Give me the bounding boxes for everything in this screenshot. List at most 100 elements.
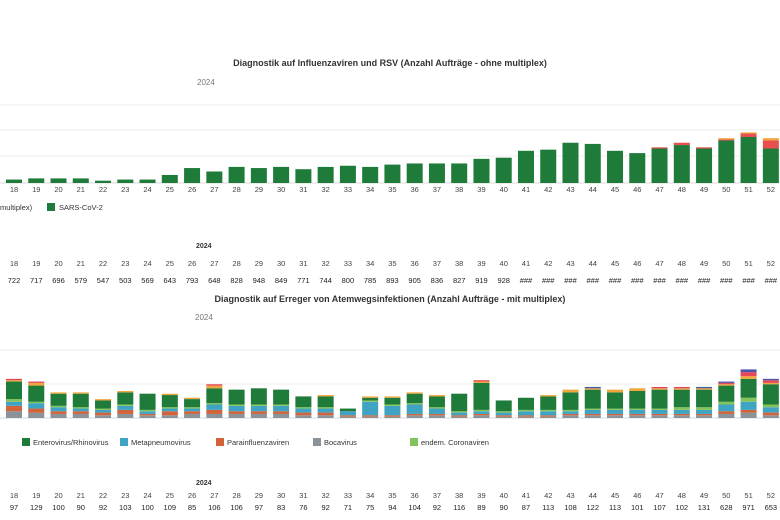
chart2-bar-segment <box>696 407 713 410</box>
chart1-bar-segment <box>562 142 579 183</box>
chart2-bar-segment <box>6 380 22 382</box>
chart2-bar-segment <box>206 403 223 405</box>
chart2-bar-segment <box>651 389 668 409</box>
chart2-bar-segment <box>740 409 757 413</box>
chart1-bar-segment <box>339 165 356 183</box>
chart2-bar-segment <box>629 415 646 418</box>
chart1-bar-segment <box>651 147 668 149</box>
chart1-table-value: 836 <box>431 276 444 285</box>
chart2-bar-segment <box>117 409 134 414</box>
chart2-bar-segment <box>362 401 379 416</box>
chart2-bar-segment <box>718 413 735 418</box>
chart1-x-tick: 42 <box>544 185 552 194</box>
chart1-table-value: 744 <box>319 276 332 285</box>
chart1-table-week: 18 <box>10 259 18 268</box>
chart1-table-value: ### <box>564 276 577 285</box>
chart1-x-tick: 50 <box>722 185 730 194</box>
chart1-table-week: 38 <box>455 259 463 268</box>
chart1-table-value: ### <box>653 276 666 285</box>
chart2-table-week: 29 <box>255 491 263 500</box>
chart1-table-week: 22 <box>99 259 107 268</box>
chart1-x-tick: 51 <box>744 185 752 194</box>
chart2-bar-segment <box>673 413 690 416</box>
chart2-bar-segment <box>50 405 67 408</box>
chart2-bar-segment <box>629 391 646 409</box>
chart2-bar-segment <box>339 411 356 416</box>
chart1-bar-segment <box>451 163 468 183</box>
chart2-bar-segment <box>495 411 512 413</box>
chart2-bar-segment <box>384 416 401 418</box>
chart1-x-tick: 29 <box>255 185 263 194</box>
chart2-bar-segment <box>95 399 112 401</box>
chart2-legend-label-parainfluenza: Parainfluenzaviren <box>227 438 289 447</box>
chart2-table-value: 87 <box>522 503 530 512</box>
chart2-bar-segment <box>607 408 624 410</box>
chart1-table-week: 50 <box>722 259 730 268</box>
chart1-x-tick: 34 <box>366 185 374 194</box>
chart1-table-week: 46 <box>633 259 641 268</box>
chart2-legend-label-metapneumo: Metapneumovirus <box>131 438 191 447</box>
chart2-bar-segment <box>762 382 779 385</box>
chart2-bar-segment <box>273 404 290 406</box>
chart2-bar-segment <box>384 404 401 406</box>
chart1-bar-segment <box>95 180 112 183</box>
chart1-legend-label-multiplex: multiplex) <box>0 203 33 212</box>
chart1-legend-swatch-sars <box>47 203 55 211</box>
chart1-table-week: 25 <box>166 259 174 268</box>
chart2-table-value: 628 <box>720 503 733 512</box>
chart2-bar-segment <box>762 412 779 416</box>
chart2-bar-segment <box>117 405 134 410</box>
chart1-table-value: 948 <box>253 276 266 285</box>
chart2-table-week: 52 <box>767 491 775 500</box>
chart2-bar-segment <box>740 397 757 402</box>
chart2-bar-segment <box>384 396 401 398</box>
chart2-bar-segment <box>562 413 579 416</box>
chart1-bar-segment <box>273 166 290 183</box>
chart2-bar-segment <box>339 416 356 418</box>
chart2-bar-segment <box>540 395 557 397</box>
chart2-table-value: 89 <box>477 503 485 512</box>
chart2-bar-segment <box>673 389 690 408</box>
chart2-bar-segment <box>184 397 201 400</box>
chart2-bar-segment <box>95 400 112 409</box>
chart2-bar-segment <box>206 409 223 414</box>
chart2-bar-segment <box>451 415 468 417</box>
chart2-bar-segment <box>28 401 45 404</box>
chart1-table-value: ### <box>631 276 644 285</box>
chart1-table-week: 44 <box>589 259 597 268</box>
chart1-bar-segment <box>629 153 646 183</box>
chart1-bar-segment <box>384 164 401 183</box>
chart1-bar-segment <box>250 168 267 183</box>
chart2-table-value: 101 <box>631 503 644 512</box>
chart2-bar-segment <box>362 416 379 418</box>
chart2-bar-segment <box>72 413 89 418</box>
chart1-bar-segment <box>584 143 601 183</box>
chart1-table-value: 849 <box>275 276 288 285</box>
chart2-bar-segment <box>50 407 67 412</box>
chart2-bar-segment <box>161 407 178 409</box>
chart1-table-value: 928 <box>497 276 510 285</box>
chart1-x-tick: 23 <box>121 185 129 194</box>
chart2-bar-segment <box>206 404 223 410</box>
chart2-bar-segment <box>295 415 312 418</box>
chart2-table-value: 85 <box>188 503 196 512</box>
chart1-x-tick: 22 <box>99 185 107 194</box>
chart1-bar-segment <box>28 178 45 183</box>
chart2-bar-segment <box>184 413 201 418</box>
chart1-table-value: 793 <box>186 276 199 285</box>
chart2-bar-segment <box>607 415 624 418</box>
chart2-table-week: 40 <box>500 491 508 500</box>
chart1-table-week: 23 <box>121 259 129 268</box>
chart1-table-week: 30 <box>277 259 285 268</box>
chart1-x-tick: 40 <box>500 185 508 194</box>
chart2-table-value: 122 <box>587 503 600 512</box>
chart1-table-week: 27 <box>210 259 218 268</box>
chart2-bar-segment <box>50 392 67 394</box>
chart2-bar-segment <box>517 409 534 412</box>
chart1-x-tick: 35 <box>388 185 396 194</box>
chart1-table-value: 648 <box>208 276 221 285</box>
chart2-table-week: 24 <box>143 491 151 500</box>
chart2-bar-segment <box>228 413 245 418</box>
chart2-bar-segment <box>428 413 445 416</box>
chart2-bar-segment <box>495 416 512 418</box>
